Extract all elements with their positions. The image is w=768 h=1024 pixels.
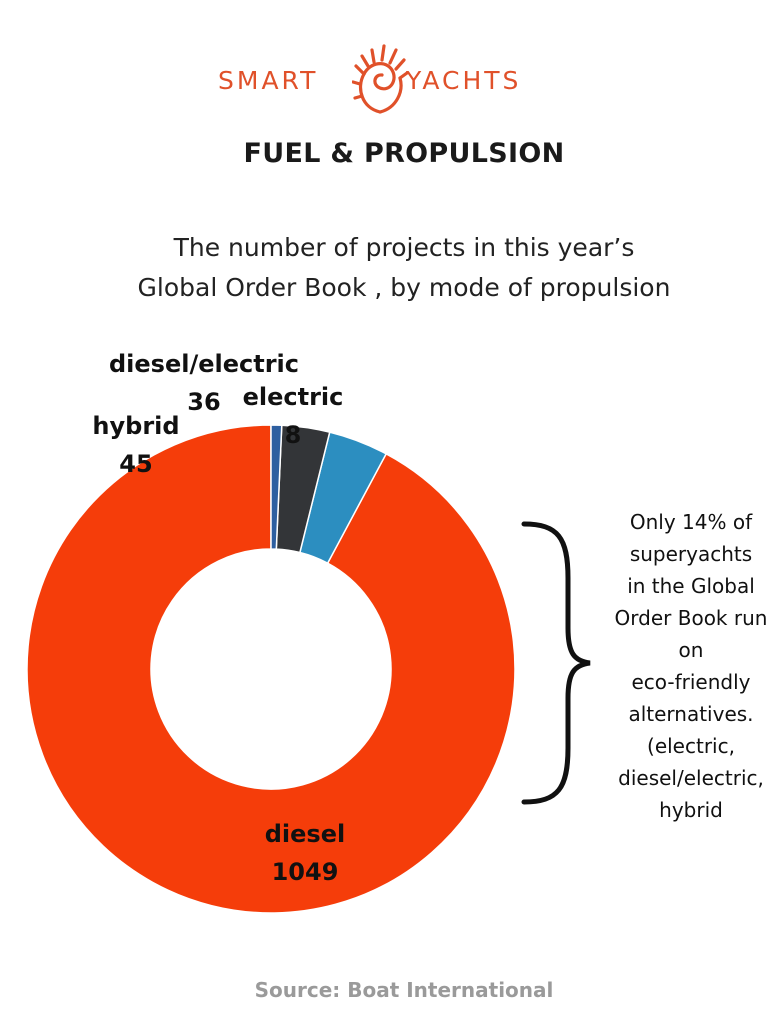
note-line: superyachts [629,542,753,566]
curly-brace-icon [521,521,591,805]
slice-label-electric: electric [243,383,344,411]
eco-note: Only 14% of superyachts in the Global Or… [606,506,768,826]
nautilus-shell-icon [352,44,408,114]
brand-word-left: SMART [218,66,319,95]
note-line: eco-friendly [631,670,751,694]
brand-logo: SMART YACHTS [0,38,768,118]
slice-value-hybrid: 45 [119,450,152,478]
slice-label-diesel: diesel [265,820,345,848]
note-line: in the Global [627,574,755,598]
note-line: (electric, [647,734,735,758]
slice-value-diesel: 1049 [272,858,339,886]
note-line: on [678,638,704,662]
brand-word-right: YACHTS [406,66,522,95]
donut-slice-hybrid [298,431,388,565]
donut-slice-diesel-electric [275,424,331,554]
note-line: hybrid [659,798,723,822]
note-line: alternatives. [628,702,754,726]
slice-value-diesel-electric: 36 [187,388,220,416]
slice-label-hybrid: hybrid [92,412,179,440]
source-credit: Source: Boat International [254,978,554,1002]
donut-slice-diesel [26,424,516,914]
donut-slice-electric [270,424,283,550]
chart-subtitle: The number of projects in this year’s Gl… [137,233,671,302]
note-line: diesel/electric, [618,766,764,790]
page-headline: FUEL & PROPULSION [243,138,565,169]
slice-value-electric: 8 [285,421,302,449]
slice-label-diesel-electric: diesel/electric [109,350,299,378]
note-line: Order Book run [614,606,768,630]
note-line: Only 14% of [629,510,753,534]
